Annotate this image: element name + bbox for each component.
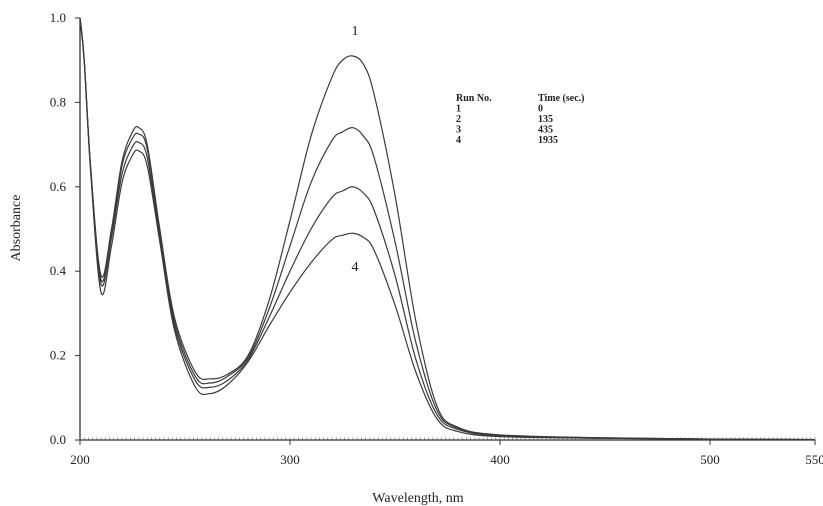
x-axis-title: Wavelength, nm	[372, 491, 464, 506]
series-line-run-3	[79, 17, 816, 441]
legend-cell: 2	[456, 114, 461, 125]
x-tick-label: 300	[280, 452, 300, 467]
legend-cell: 0	[538, 104, 543, 115]
y-tick-label: 1.0	[50, 10, 66, 25]
legend-cell: 3	[456, 125, 461, 136]
x-ticks: 200 300 400 500 550	[70, 440, 823, 467]
curves	[79, 17, 816, 441]
y-axis-title: Absorbance	[9, 195, 24, 262]
legend-header: Time (sec.)	[538, 93, 584, 104]
y-tick-label: 0.4	[50, 263, 67, 278]
y-tick-label: 0.2	[50, 348, 66, 363]
curve-annotation: 1	[352, 24, 359, 39]
series-line-run-2	[79, 17, 816, 441]
x-tick-label: 200	[70, 452, 90, 467]
x-tick-label: 550	[805, 452, 823, 467]
curve-annotation: 4	[352, 260, 359, 275]
legend-cell: 1935	[538, 135, 558, 146]
x-tick-label: 500	[700, 452, 720, 467]
y-tick-label: 0.6	[50, 179, 67, 194]
legend: Run No. Time (sec.) 1 0 2 135 3 435 4 1935	[456, 93, 584, 146]
legend-cell: 135	[538, 114, 553, 125]
y-ticks: 0.0 0.2 0.4 0.6 0.8 1.0	[50, 10, 80, 447]
series-line-run-1	[79, 17, 816, 441]
axes: 0.0 0.2 0.4 0.6 0.8 1.0 200 300 400 500 550	[50, 10, 823, 467]
legend-cell: 4	[456, 135, 461, 146]
legend-cell: 1	[456, 104, 461, 115]
annotations: 14	[352, 24, 359, 275]
series-line-run-4	[79, 17, 816, 441]
y-tick-label: 0.8	[50, 94, 66, 109]
y-tick-label: 0.0	[50, 432, 66, 447]
legend-cell: 435	[538, 125, 553, 136]
legend-header: Run No.	[456, 93, 492, 104]
x-tick-label: 400	[490, 452, 510, 467]
